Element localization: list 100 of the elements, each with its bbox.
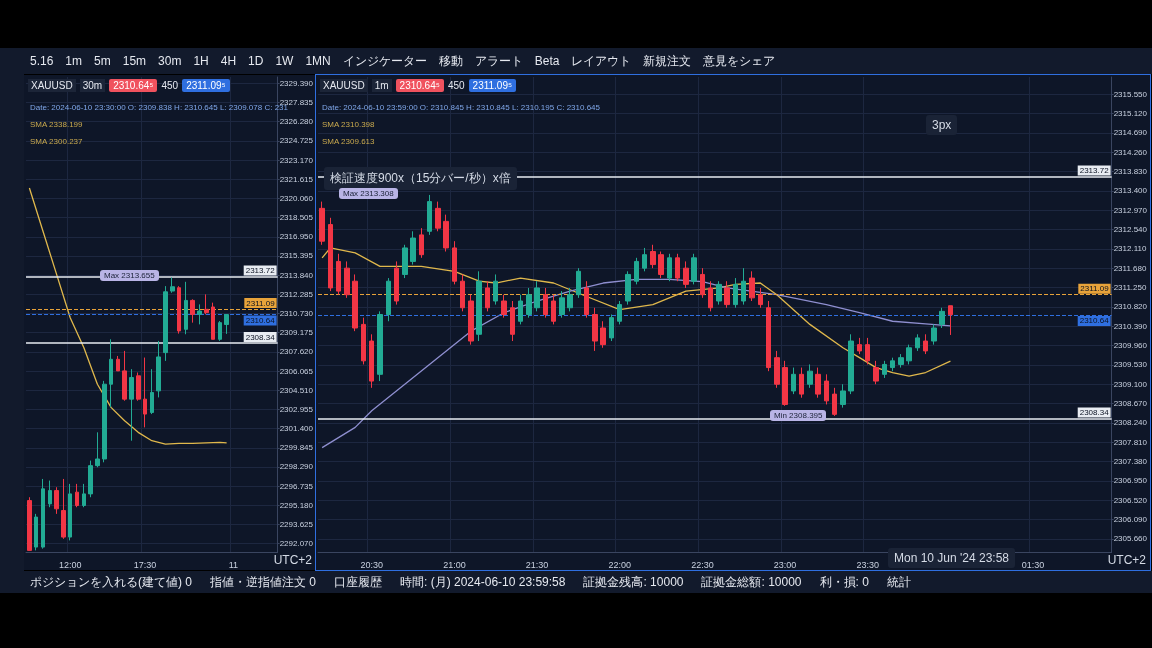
text: 利・損: 0 [819,573,869,591]
annotation: 2310.64⁵ [109,79,158,92]
x-tick-label: 01:30 [1021,559,1045,570]
ref-line-label: 2308.34 [245,332,276,342]
ref-line-label: 2313.72 [1079,165,1110,175]
text: 1MN [305,54,331,68]
annotation: Mon 10 Jun '24 23:58 [888,548,1016,568]
y-tick-label: 2309.960 [1113,341,1148,351]
chart-subtitle: 1m [371,79,392,92]
y-tick-label: 2307.380 [1113,457,1148,467]
y-tick-label: 2296.735 [279,481,314,491]
annotation: 450 [161,80,179,91]
x-tick-label: 11 [228,559,239,570]
annotation: Date: 2024-06-10 23:59:00 O: 2310.845 H: 2310.845 L: 2310.195 C: 2310.645 [322,103,600,112]
y-tick-label: 2310.730 [279,309,314,319]
x-tick-label: 17:30 [133,559,157,570]
y-tick-label: 2321.615 [279,174,314,184]
y-tick-label: 2306.950 [1113,476,1148,486]
annotation: 2310.64⁵ [395,79,444,92]
text: 証拠金残高: 10000 [583,573,684,591]
y-tick-label: 2306.520 [1113,495,1148,505]
text: アラート [474,52,523,70]
y-tick-label: 2301.400 [279,424,314,434]
y-tick-label: 2299.845 [279,443,314,453]
y-tick-label: 2318.505 [279,213,314,223]
y-tick-label: 2326.280 [279,117,314,127]
text: 意見をシェア [703,52,776,70]
annotation: SMA 2309.613 [322,137,375,146]
text: 時間: (月) 2024-06-10 23:59:58 [400,573,566,591]
y-tick-label: 2311.250 [1113,283,1147,293]
ref-line-label: 2313.72 [245,266,276,276]
text: ポジションを入れる(建て値) 0 [30,573,192,591]
x-tick-label: 21:30 [525,559,549,570]
x-tick-label: 23:30 [856,559,880,570]
ref-line-label: 2308.34 [1079,407,1110,417]
y-tick-label: 2308.670 [1113,399,1148,409]
x-tick-label: 20:30 [360,559,383,570]
y-tick-label: 2314.690 [1113,128,1148,138]
x-tick-label: 22:30 [691,559,714,570]
text: 指値・逆指値注文 0 [210,573,317,591]
text: 移動 [438,52,463,70]
text: 1D [248,54,264,68]
x-tick-label: 23:00 [773,559,797,570]
text: インジケーター [342,52,427,70]
ref-line-label: 2311.09 [1080,284,1110,294]
y-tick-label: 2313.840 [279,270,314,280]
y-tick-label: 2293.625 [279,520,314,530]
x-tick-label: 21:00 [443,559,466,570]
y-tick-label: 2298.290 [279,462,314,472]
text: 1H [193,54,209,68]
text: 口座履歴 [334,573,383,591]
y-tick-label: 2315.395 [279,251,314,261]
ref-line-label: 2310.64 [1079,316,1110,326]
annotation: Max 2313.655 [100,270,159,281]
y-tick-label: 2308.240 [1113,418,1148,428]
y-tick-label: 2309.100 [1113,379,1148,389]
text: 15m [122,54,147,68]
text: UTC+2 [1107,553,1146,567]
y-tick-label: 2313.830 [1113,166,1148,176]
y-tick-label: 2310.820 [1113,302,1148,312]
annotation: SMA 2310.398 [322,120,375,129]
text: 証拠金総額: 10000 [701,573,802,591]
y-tick-label: 2323.170 [279,155,314,165]
annotation: 2311.09⁵ [468,79,517,92]
y-tick-label: 2320.060 [279,193,314,203]
y-tick-label: 2305.660 [1113,534,1148,544]
annotation: 検証速度900x（15分バー/秒）x倍 [324,167,517,190]
text: レイアウト [571,52,632,70]
chart-title: XAUUSD [320,79,368,92]
text: 5m [94,54,111,68]
y-tick-label: 2295.180 [279,500,314,510]
annotation: SMA 2300.237 [30,137,83,146]
y-tick-label: 2306.065 [279,366,314,376]
y-tick-label: 2304.510 [279,385,314,395]
y-tick-label: 2309.175 [279,328,314,338]
x-tick-label: 22:00 [608,559,632,570]
y-tick-label: 2292.070 [279,539,314,549]
y-tick-label: 2324.725 [279,136,314,146]
y-tick-label: 2310.390 [1113,321,1148,331]
y-tick-label: 2315.120 [1113,108,1148,118]
y-tick-label: 2313.400 [1113,186,1148,196]
text: 5.16 [30,54,54,68]
text: 30m [158,54,182,68]
annotation: 450 [447,80,465,91]
y-tick-label: 2314.260 [1113,147,1148,157]
y-tick-label: 2312.285 [279,289,314,299]
text: 新規注文 [643,52,692,70]
ref-line-label: 2311.09 [246,298,276,308]
x-tick-label: 12:00 [58,559,82,570]
y-tick-label: 2307.810 [1113,437,1148,447]
text: 統計 [886,573,911,591]
y-tick-label: 2312.110 [1113,244,1147,254]
y-tick-label: 2315.550 [1113,89,1148,99]
y-tick-label: 2306.090 [1113,515,1148,525]
y-tick-label: 2302.955 [279,404,314,414]
y-tick-label: 2309.530 [1113,360,1148,370]
y-tick-label: 2316.950 [279,232,314,242]
text: UTC+2 [273,553,312,567]
annotation: Max 2313.308 [339,188,398,199]
y-tick-label: 2312.970 [1113,205,1148,215]
